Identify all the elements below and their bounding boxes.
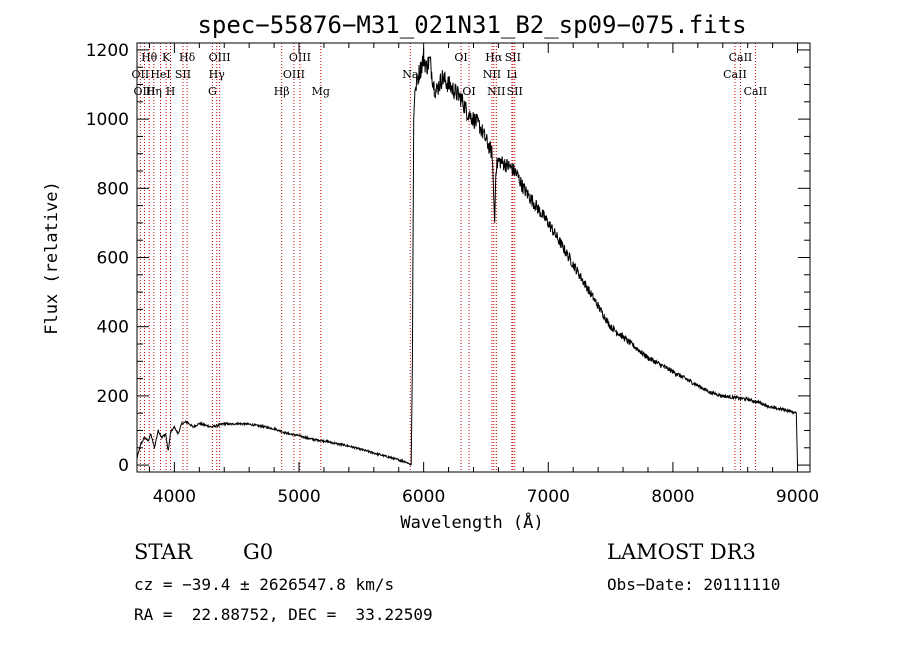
y-tick-label: 1000 <box>86 110 129 130</box>
spectral-line-label: Hη <box>146 85 162 98</box>
spectral-line-label: OIII <box>209 51 231 64</box>
spectral-line-label: NII <box>483 68 501 81</box>
y-axis-label: Flux (relative) <box>42 181 62 335</box>
x-axis-label: Wavelength (Å) <box>400 511 543 533</box>
y-axis: 0 200 400 600 800 1000 1200 <box>86 41 810 476</box>
spectral-line-label: Hα <box>485 51 503 64</box>
spectrum-series-line <box>136 48 798 466</box>
spectral-line-label: K <box>162 51 171 64</box>
ra-dec: RA = 22.88752, DEC = 33.22509 <box>134 605 433 624</box>
spectral-line-label: CaII <box>744 85 768 98</box>
y-tick-label: 800 <box>97 179 129 199</box>
spectral-line-markers <box>139 43 756 472</box>
redshift-text: cz = −39.4 ± 2626547.8 km/s <box>134 575 395 594</box>
spectral-line-label: CaII <box>723 68 747 81</box>
y-tick-label: 0 <box>118 456 129 476</box>
x-tick-label: 6000 <box>402 487 445 507</box>
spectral-line-label: OI <box>454 51 467 64</box>
spectral-line-labels: Hθ OII OIII K HeI Hη SII H Hδ OIII Hγ G OIII OIII Hβ Mg… <box>132 51 768 98</box>
spectral-line-label: SII <box>507 85 523 98</box>
y-tick-label: 1200 <box>86 41 129 61</box>
x-tick-label: 8000 <box>651 487 694 507</box>
spectral-line-label: G <box>208 85 217 98</box>
chart-title: spec−55876−M31_021N31_B2_sp09−075.fits <box>197 11 746 39</box>
spectral-line-label: OIII <box>283 68 305 81</box>
survey-name: LAMOST DR3 <box>607 540 756 564</box>
x-axis: 4000 5000 6000 7000 8000 9000 <box>148 43 819 507</box>
spectral-line-label: Hδ <box>179 51 196 64</box>
object-class: STAR <box>134 540 193 564</box>
spectral-line-label: OIII <box>133 85 155 98</box>
y-tick-label: 400 <box>97 318 129 338</box>
spectral-line-label: Na <box>402 68 419 81</box>
plot-frame <box>136 42 811 473</box>
y-tick-label: 200 <box>97 387 129 407</box>
x-tick-label: 7000 <box>527 487 570 507</box>
spectral-line-label: OIII <box>289 51 311 64</box>
x-tick-label: 9000 <box>776 487 819 507</box>
spectral-line-label: OI <box>462 85 475 98</box>
spectral-line-label: SII <box>175 68 191 81</box>
spectral-line-label: H <box>166 85 176 98</box>
x-tick-label: 5000 <box>277 487 320 507</box>
spectral-line-label: OII <box>132 68 150 81</box>
spectral-line-label: SII <box>505 51 521 64</box>
spectral-line-label: Li <box>506 68 517 81</box>
spectral-line-label: Hβ <box>274 85 290 98</box>
spectral-line-label: Hθ <box>141 51 158 64</box>
spectral-line-label: Mg <box>312 85 330 98</box>
obs-date: Obs−Date: 20111110 <box>607 575 781 594</box>
object-subclass: G0 <box>243 540 274 564</box>
spectral-line-label: NII <box>487 85 505 98</box>
x-tick-label: 4000 <box>153 487 196 507</box>
spectral-line-label: HeI <box>150 68 170 81</box>
spectral-line-label: Hγ <box>209 68 226 81</box>
spectral-line-label: CaII <box>729 51 753 64</box>
y-tick-label: 600 <box>97 249 129 269</box>
